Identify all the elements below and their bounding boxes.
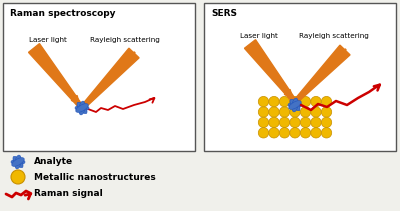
Circle shape xyxy=(11,170,25,184)
Circle shape xyxy=(269,96,279,107)
Text: SERS: SERS xyxy=(211,8,237,18)
Text: Raman signal: Raman signal xyxy=(34,188,103,197)
Circle shape xyxy=(279,96,290,107)
Circle shape xyxy=(258,117,269,128)
Circle shape xyxy=(311,107,321,117)
Circle shape xyxy=(300,117,311,128)
Ellipse shape xyxy=(76,104,88,112)
Ellipse shape xyxy=(15,155,21,169)
Circle shape xyxy=(279,107,290,117)
Circle shape xyxy=(279,128,290,138)
Circle shape xyxy=(269,128,279,138)
Circle shape xyxy=(290,96,300,107)
Circle shape xyxy=(269,107,279,117)
Circle shape xyxy=(321,96,332,107)
Polygon shape xyxy=(80,48,139,109)
Polygon shape xyxy=(294,45,350,103)
Text: Rayleigh scattering: Rayleigh scattering xyxy=(90,37,160,43)
Circle shape xyxy=(321,107,332,117)
Circle shape xyxy=(269,117,279,128)
Ellipse shape xyxy=(290,99,300,111)
Circle shape xyxy=(290,107,300,117)
Text: Analyte: Analyte xyxy=(34,157,73,166)
Text: Laser light: Laser light xyxy=(240,33,278,39)
Text: Metallic nanostructures: Metallic nanostructures xyxy=(34,173,156,181)
Circle shape xyxy=(311,117,321,128)
Ellipse shape xyxy=(292,98,298,112)
Text: Laser light: Laser light xyxy=(29,37,67,43)
Circle shape xyxy=(258,96,269,107)
Ellipse shape xyxy=(79,101,85,115)
Polygon shape xyxy=(244,40,296,103)
Circle shape xyxy=(300,128,311,138)
Circle shape xyxy=(290,128,300,138)
Circle shape xyxy=(290,117,300,128)
Ellipse shape xyxy=(288,102,302,108)
Ellipse shape xyxy=(11,159,25,165)
Circle shape xyxy=(321,128,332,138)
Ellipse shape xyxy=(77,102,87,114)
Circle shape xyxy=(300,96,311,107)
Circle shape xyxy=(321,117,332,128)
Circle shape xyxy=(258,128,269,138)
Ellipse shape xyxy=(75,105,89,111)
Circle shape xyxy=(258,107,269,117)
Circle shape xyxy=(279,117,290,128)
Polygon shape xyxy=(28,44,84,109)
Ellipse shape xyxy=(289,101,301,109)
Ellipse shape xyxy=(13,156,23,168)
Text: Raman spectroscopy: Raman spectroscopy xyxy=(10,8,116,18)
Circle shape xyxy=(311,128,321,138)
FancyBboxPatch shape xyxy=(204,3,396,151)
Text: Rayleigh scattering: Rayleigh scattering xyxy=(299,33,369,39)
Circle shape xyxy=(300,107,311,117)
FancyBboxPatch shape xyxy=(3,3,195,151)
Circle shape xyxy=(311,96,321,107)
Ellipse shape xyxy=(12,158,24,166)
